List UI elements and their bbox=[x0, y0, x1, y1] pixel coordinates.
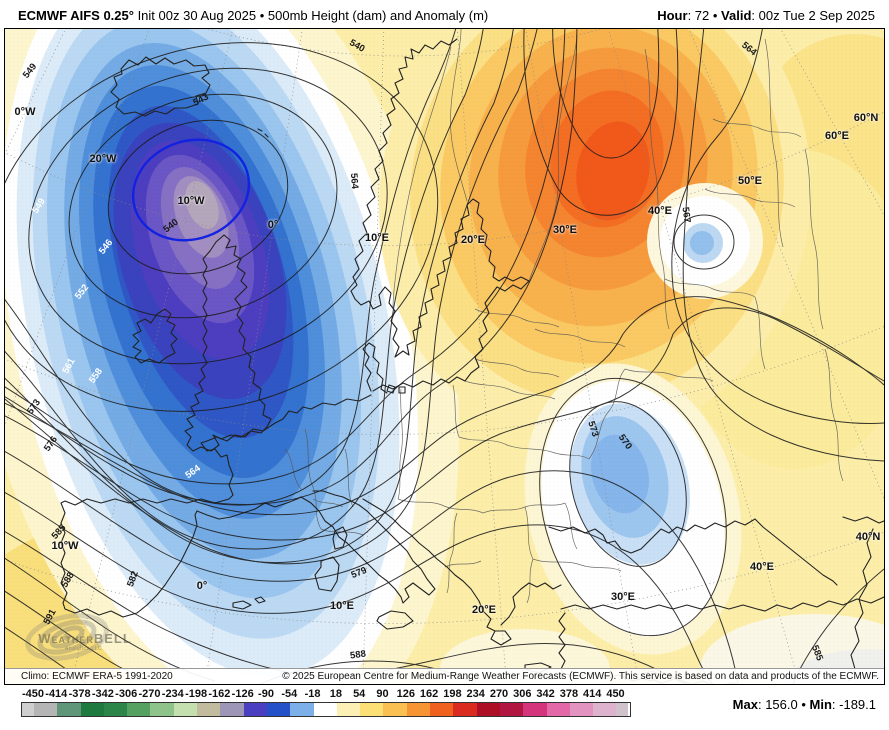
colorbar-swatch bbox=[127, 703, 151, 716]
colorbar-swatch bbox=[593, 703, 617, 716]
colorbar-tick-label: 90 bbox=[376, 688, 389, 700]
colorbar-swatch bbox=[220, 703, 244, 716]
colorbar-tick-label: 18 bbox=[329, 688, 343, 700]
coastlines bbox=[60, 38, 884, 684]
height-contours bbox=[5, 29, 884, 684]
colorbar-swatch bbox=[430, 703, 454, 716]
colorbar-swatch bbox=[546, 703, 570, 716]
weather-map: WeatherBELL Analytics LLC 0°W 20°W 10°W 0° 1… bbox=[4, 28, 885, 685]
colorbar-tick-label: -342 bbox=[91, 688, 114, 700]
colorbar-tick-label: 162 bbox=[419, 688, 439, 700]
colorbar-tick-label: 450 bbox=[606, 688, 625, 700]
colorbar-swatch bbox=[313, 703, 337, 716]
weatherbell-swirl-icon bbox=[25, 613, 109, 661]
header-separator: • bbox=[709, 7, 722, 23]
colorbar-swatch bbox=[406, 703, 431, 716]
colorbar-swatch bbox=[453, 703, 477, 716]
colorbar-swatch bbox=[243, 703, 267, 716]
valid-value: : 00z Tue 2 Sep 2025 bbox=[751, 7, 875, 23]
climo-text: Climo: ECMWF ERA-5 1991-2020 bbox=[21, 671, 173, 682]
max-label: Max bbox=[732, 697, 758, 712]
hour-label: Hour bbox=[657, 7, 688, 23]
attribution-strip: Climo: ECMWF ERA-5 1991-2020 © 2025 Euro… bbox=[5, 668, 884, 684]
colorbar-tick-label: 378 bbox=[559, 688, 579, 700]
max-value: : 156.0 bbox=[757, 697, 798, 712]
colorbar-swatch bbox=[616, 703, 629, 716]
copyright-text: © 2025 European Centre for Medium-Range … bbox=[282, 671, 879, 682]
colorbar-swatch bbox=[476, 703, 500, 716]
colorbar-swatches bbox=[21, 702, 631, 717]
min-label: Min bbox=[809, 697, 832, 712]
colorbar-tick-label: 126 bbox=[396, 688, 415, 700]
colorbar-ticks: -450 -414 -378 -342 -306 -270 -234 -198 -162 -126… bbox=[21, 688, 661, 701]
min-value: : -189.1 bbox=[831, 697, 876, 712]
valid-label: Valid bbox=[721, 7, 752, 23]
colorbar-swatch bbox=[499, 703, 524, 716]
colorbar-swatch bbox=[80, 703, 104, 716]
hour-value: : 72 bbox=[687, 7, 710, 23]
colorbar-tick-label: -270 bbox=[138, 688, 161, 700]
model-name: ECMWF AIFS 0.25° bbox=[18, 7, 134, 23]
weatherbell-subtext: Analytics LLC bbox=[65, 646, 103, 652]
colorbar-swatch bbox=[360, 703, 384, 716]
header-subtitle: Init 00z 30 Aug 2025 • 500mb Height (dam… bbox=[133, 7, 489, 23]
colorbar-tick-label: -90 bbox=[258, 688, 274, 700]
colorbar-tick-label: 54 bbox=[353, 688, 366, 700]
colorbar-tick-label: -450 bbox=[21, 688, 45, 700]
max-min-readout: Max: 156.0 • Min: -189.1 bbox=[733, 697, 876, 712]
header-left: ECMWF AIFS 0.25° Init 00z 30 Aug 2025 • … bbox=[18, 8, 488, 23]
graticule bbox=[5, 29, 884, 680]
colorbar-swatch bbox=[22, 703, 34, 716]
colorbar-tick-label: 270 bbox=[489, 688, 509, 700]
weatherbell-wordmark: WeatherBELL bbox=[38, 631, 132, 646]
colorbar-swatch bbox=[103, 703, 128, 716]
contour-540-highlight bbox=[131, 138, 251, 242]
colorbar-tick-label: -234 bbox=[161, 688, 184, 700]
colorbar-tick-label: -198 bbox=[185, 688, 208, 700]
colorbar: -450 -414 -378 -342 -306 -270 -234 -198 -162 -126… bbox=[21, 688, 661, 730]
colorbar-tick-label: 306 bbox=[513, 688, 532, 700]
colorbar-tick-label: -378 bbox=[68, 688, 91, 700]
map-canvas bbox=[5, 29, 884, 684]
colorbar-tick-label: -54 bbox=[281, 688, 298, 700]
colorbar-swatch bbox=[197, 703, 221, 716]
colorbar-swatch bbox=[266, 703, 291, 716]
colorbar-swatch bbox=[57, 703, 81, 716]
colorbar-swatch bbox=[383, 703, 407, 716]
map-header: ECMWF AIFS 0.25° Init 00z 30 Aug 2025 • … bbox=[0, 0, 889, 28]
colorbar-swatch bbox=[290, 703, 314, 716]
maxmin-separator: • bbox=[797, 697, 810, 712]
colorbar-tick-label: -18 bbox=[304, 688, 321, 700]
weatherbell-logo: WeatherBELL Analytics LLC bbox=[15, 609, 155, 671]
colorbar-tick-label: 198 bbox=[443, 688, 462, 700]
colorbar-swatch bbox=[523, 703, 547, 716]
colorbar-tick-label: 342 bbox=[536, 688, 555, 700]
colorbar-tick-label: -126 bbox=[231, 688, 254, 700]
colorbar-swatch bbox=[173, 703, 198, 716]
colorbar-swatch bbox=[569, 703, 594, 716]
colorbar-swatch bbox=[150, 703, 174, 716]
colorbar-tick-label: -162 bbox=[208, 688, 231, 700]
colorbar-swatch bbox=[336, 703, 361, 716]
colorbar-tick-label: 414 bbox=[583, 688, 602, 700]
colorbar-tick-label: -414 bbox=[45, 688, 68, 700]
colorbar-tick-label: 234 bbox=[466, 688, 485, 700]
header-right: Hour: 72 • Valid: 00z Tue 2 Sep 2025 bbox=[657, 8, 875, 23]
colorbar-swatch bbox=[34, 703, 58, 716]
colorbar-tick-label: -306 bbox=[115, 688, 138, 700]
